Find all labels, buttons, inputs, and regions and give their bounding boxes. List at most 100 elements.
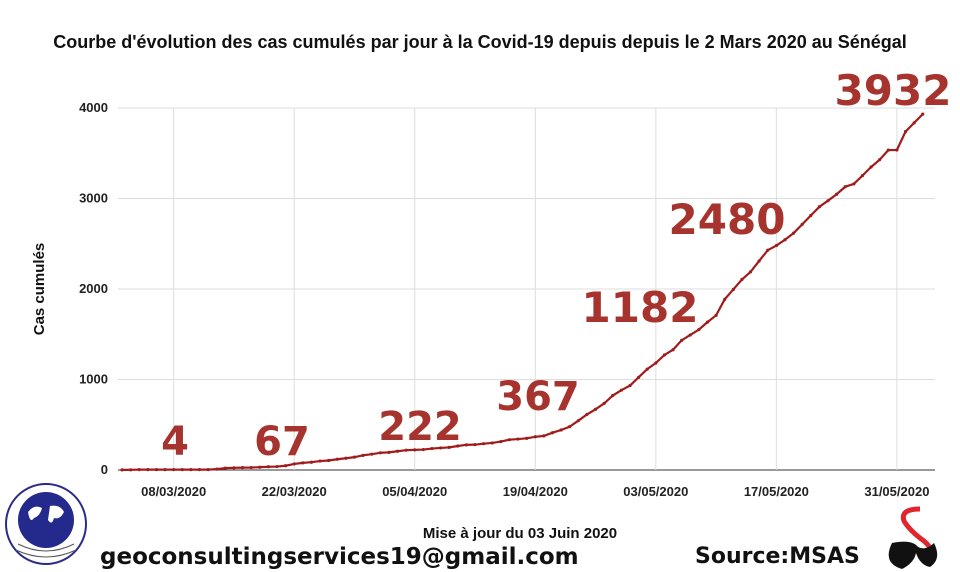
chart-title: Courbe d'évolution des cas cumulés par j… (53, 32, 907, 52)
data-point (370, 452, 374, 456)
data-point (791, 231, 796, 235)
data-point (309, 460, 314, 464)
data-point (843, 185, 847, 189)
data-point (172, 468, 176, 472)
data-point (576, 419, 580, 423)
x-tick-label: 17/05/2020 (744, 484, 809, 499)
data-point (671, 348, 675, 352)
data-point (731, 287, 735, 292)
data-point (404, 448, 408, 452)
data-point (757, 259, 761, 263)
data-point (344, 456, 348, 460)
data-point (180, 468, 184, 472)
data-point (628, 383, 632, 388)
data-point (352, 455, 357, 459)
data-point (266, 465, 270, 469)
data-point (482, 442, 486, 446)
data-point (215, 467, 219, 471)
y-ticks: 0 1000 2000 3000 4000 (79, 100, 108, 477)
data-point (146, 468, 150, 472)
data-point (714, 313, 718, 317)
data-point (464, 443, 468, 447)
data-point (697, 328, 701, 332)
data-point (206, 468, 210, 472)
data-point (197, 468, 202, 472)
annotation-label: 67 (254, 419, 310, 465)
annotation-label: 367 (496, 374, 580, 420)
source-label: Source:MSAS (695, 544, 860, 569)
data-point (602, 401, 606, 405)
data-point (921, 112, 925, 116)
annotation-label: 4 (161, 419, 189, 465)
data-point (430, 446, 434, 451)
annotation-label: 222 (378, 404, 462, 450)
data-point (456, 444, 460, 448)
data-point (499, 439, 503, 444)
x-tick-label: 08/03/2020 (141, 484, 206, 499)
y-tick-label: 2000 (79, 281, 108, 296)
data-point (275, 464, 279, 469)
data-point (680, 338, 684, 342)
data-point (637, 375, 641, 379)
data-point (783, 238, 787, 242)
data-point (654, 361, 658, 365)
data-point (318, 459, 322, 463)
data-point (395, 449, 400, 453)
data-point (593, 407, 598, 411)
data-point (490, 441, 494, 445)
annotation-label: 3932 (835, 66, 952, 115)
data-point (163, 468, 167, 472)
data-point (886, 148, 890, 152)
x-ticks: 08/03/2020 22/03/2020 05/04/2020 19/04/2020… (141, 484, 929, 499)
data-point (438, 446, 443, 450)
data-point (387, 450, 391, 454)
data-point (473, 443, 477, 447)
data-point (378, 451, 382, 455)
data-point (327, 458, 331, 463)
data-point (559, 428, 563, 432)
data-point (249, 465, 253, 470)
update-note: Mise à jour du 03 Juin 2020 (422, 525, 618, 542)
y-tick-label: 1000 (79, 372, 108, 387)
data-point (507, 438, 512, 442)
x-tick-label: 19/04/2020 (503, 484, 568, 499)
data-point (800, 222, 804, 226)
y-tick-label: 3000 (79, 191, 108, 206)
data-point (826, 199, 830, 203)
data-point (533, 435, 537, 439)
data-point (335, 457, 339, 461)
geo-consulting-logo (5, 483, 87, 565)
annotation-label: 1182 (582, 283, 699, 332)
data-point (189, 468, 193, 472)
data-point (137, 468, 141, 472)
data-point (766, 248, 770, 252)
data-point (817, 205, 822, 209)
x-tick-label: 22/03/2020 (262, 484, 327, 499)
y-tick-label: 4000 (79, 100, 108, 115)
data-point (413, 448, 417, 452)
data-point (619, 388, 623, 392)
data-point (688, 333, 692, 337)
contact-email: geoconsultingservices19@gmail.com (100, 544, 579, 570)
data-point (774, 243, 778, 248)
y-axis-label: Cas cumulés (31, 243, 48, 336)
data-point (223, 466, 227, 470)
data-point (120, 468, 124, 472)
data-point (705, 320, 710, 324)
data-point (912, 121, 916, 125)
x-tick-label: 03/05/2020 (623, 484, 688, 499)
data-point (232, 466, 236, 470)
x-tick-label: 31/05/2020 (864, 484, 929, 499)
data-point (748, 270, 753, 274)
data-point (283, 464, 288, 468)
data-point (585, 412, 589, 417)
data-point (662, 353, 667, 357)
data-point (645, 367, 649, 371)
data-point (154, 468, 159, 472)
data-point (258, 465, 262, 469)
data-point (292, 462, 296, 466)
msas-logo (888, 506, 938, 569)
data-point (447, 445, 451, 449)
